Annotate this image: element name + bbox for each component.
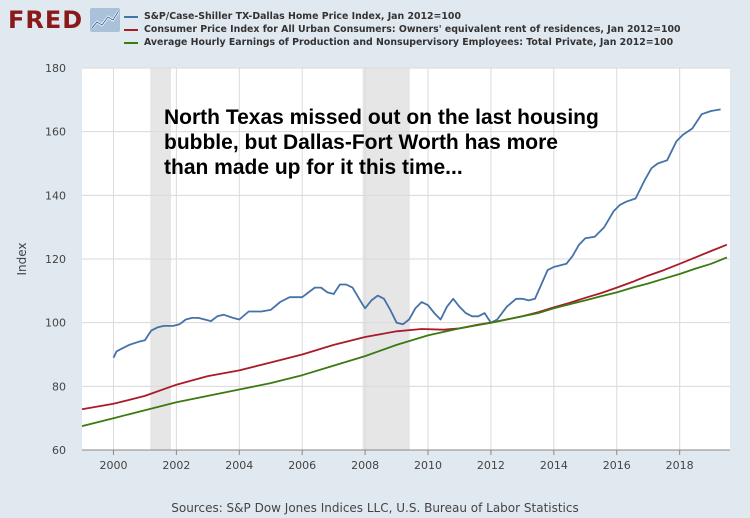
- legend: S&P/Case-Shiller TX-Dallas Home Price In…: [124, 10, 681, 49]
- legend-swatch: [124, 28, 138, 31]
- legend-swatch: [124, 41, 138, 44]
- x-tick-label: 2008: [351, 459, 379, 472]
- x-tick-label: 2010: [414, 459, 442, 472]
- series-line-1: [112, 108, 721, 359]
- annotation-line: bubble, but Dallas-Fort Worth has more: [164, 131, 558, 154]
- y-tick-label: 160: [45, 126, 66, 139]
- x-tick-label: 2016: [603, 459, 631, 472]
- fred-graph-icon: [90, 8, 120, 32]
- fred-logo: FRED: [8, 6, 120, 36]
- annotation-line: than made up for it this time...: [164, 156, 463, 179]
- series-line-3: [81, 256, 728, 427]
- x-tick-label: 2012: [477, 459, 505, 472]
- y-axis-label: Index: [15, 242, 29, 275]
- y-tick-label: 180: [45, 62, 66, 75]
- x-tick-label: 2000: [99, 459, 127, 472]
- y-tick-label: 140: [45, 189, 66, 202]
- legend-item[interactable]: S&P/Case-Shiller TX-Dallas Home Price In…: [124, 10, 681, 23]
- legend-swatch: [124, 15, 138, 18]
- legend-item[interactable]: Average Hourly Earnings of Production an…: [124, 36, 681, 49]
- x-tick-label: 2006: [288, 459, 316, 472]
- legend-label: S&P/Case-Shiller TX-Dallas Home Price In…: [144, 11, 461, 22]
- chart-annotation: North Texas missed out on the last housi…: [164, 106, 599, 179]
- legend-item[interactable]: Consumer Price Index for All Urban Consu…: [124, 23, 681, 36]
- legend-label: Consumer Price Index for All Urban Consu…: [144, 24, 681, 35]
- y-tick-label: 120: [45, 253, 66, 266]
- y-tick-label: 80: [52, 380, 66, 393]
- x-tick-label: 2004: [225, 459, 253, 472]
- annotation-line: North Texas missed out on the last housi…: [164, 106, 599, 129]
- x-tick-label: 2014: [540, 459, 568, 472]
- y-tick-label: 100: [45, 317, 66, 330]
- legend-label: Average Hourly Earnings of Production an…: [144, 37, 674, 48]
- x-tick-label: 2018: [666, 459, 694, 472]
- x-tick-label: 2002: [162, 459, 190, 472]
- y-tick-label: 60: [52, 444, 66, 457]
- source-note: Sources: S&P Dow Jones Indices LLC, U.S.…: [171, 501, 579, 515]
- fred-logo-text: FRED: [8, 6, 84, 34]
